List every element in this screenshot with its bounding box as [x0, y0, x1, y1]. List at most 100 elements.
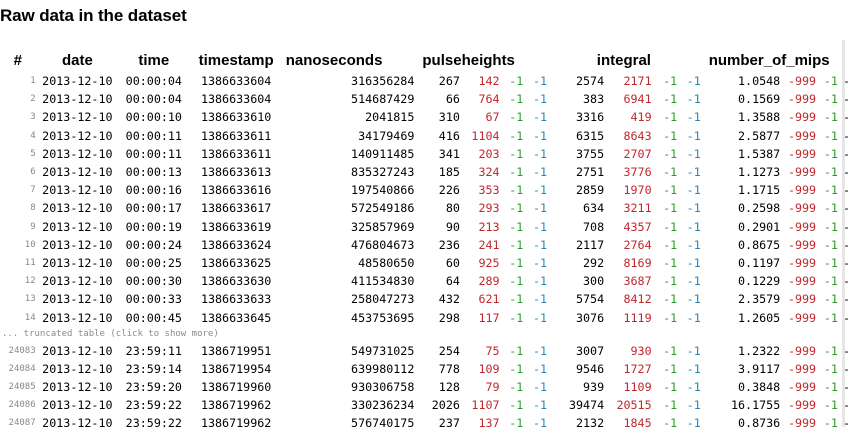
cell-date: 2013-12-10: [42, 183, 113, 198]
cell-timestamp: 1386633604: [200, 92, 272, 107]
cell-mips-4: -: [842, 398, 850, 413]
cell-pulseheight-3: -1: [509, 380, 524, 395]
cell-mips-2: -999: [787, 274, 817, 289]
cell-integral-4: -1: [686, 255, 701, 270]
table-row: 13 2013-12-10 00:00:33 1386633633 258047273 4…: [0, 290, 850, 308]
cell-nanoseconds: 930306758: [351, 380, 415, 395]
cell-date: 2013-12-10: [42, 380, 113, 395]
cell-pulseheight-3: -1: [509, 416, 524, 427]
cell-date: 2013-12-10: [42, 255, 113, 270]
row-index: 14: [24, 312, 36, 323]
cell-mips-1: 0.8675: [738, 237, 781, 252]
cell-mips-2: -999: [787, 237, 817, 252]
row-index: 24084: [8, 363, 36, 374]
cell-pulseheight-1: 267: [438, 74, 460, 89]
cell-mips-4: -: [842, 343, 850, 358]
table-row: 12 2013-12-10 00:00:30 1386633630 411534830 6…: [0, 272, 850, 290]
cell-time: 23:59:20: [125, 380, 182, 395]
cell-time: 00:00:19: [125, 219, 182, 234]
cell-pulseheight-3: -1: [509, 219, 524, 234]
cell-pulseheight-4: -1: [532, 343, 548, 358]
row-index: 11: [24, 257, 36, 268]
cell-pulseheight-3: -1: [509, 310, 524, 325]
cell-mips-2: -999: [787, 128, 817, 143]
cell-pulseheight-1: 128: [438, 380, 460, 395]
cell-pulseheight-3: -1: [509, 92, 524, 107]
cell-mips-2: -999: [787, 165, 817, 180]
truncated-row[interactable]: ... truncated table (click to show more): [0, 327, 850, 342]
row-index: 24083: [8, 345, 36, 356]
page-title: Raw data in the dataset: [0, 6, 187, 25]
cell-pulseheight-2: 142: [478, 74, 500, 89]
table-row: 24084 2013-12-10 23:59:14 1386719954 6399801…: [0, 360, 850, 378]
cell-time: 00:00:13: [125, 165, 182, 180]
row-index: 12: [24, 276, 36, 287]
cell-integral-1: 300: [583, 274, 605, 289]
cell-integral-1: 3755: [575, 146, 605, 161]
cell-mips-1: 16.1755: [730, 398, 781, 413]
cell-mips-4: -: [842, 416, 850, 427]
cell-mips-2: -999: [787, 255, 817, 270]
cell-pulseheight-2: 764: [478, 92, 500, 107]
cell-integral-1: 292: [583, 255, 605, 270]
cell-date: 2013-12-10: [42, 219, 113, 234]
cell-integral-3: -1: [663, 255, 678, 270]
cell-mips-3: -1: [823, 128, 838, 143]
cell-timestamp: 1386633611: [200, 146, 272, 161]
cell-mips-3: -1: [823, 183, 838, 198]
cell-pulseheight-3: -1: [509, 292, 524, 307]
cell-timestamp: 1386719960: [200, 380, 272, 395]
cell-mips-3: -1: [823, 201, 838, 216]
table-row: 9 2013-12-10 00:00:19 1386633619 325857969 90…: [0, 218, 850, 236]
cell-mips-3: -1: [823, 380, 838, 395]
cell-mips-1: 2.5877: [738, 128, 781, 143]
row-index: 7: [30, 185, 36, 196]
cell-pulseheight-3: -1: [509, 255, 524, 270]
cell-integral-3: -1: [663, 128, 678, 143]
cell-pulseheight-2: 109: [478, 361, 500, 376]
cell-integral-2: 3687: [623, 274, 652, 289]
cell-mips-2: -999: [787, 74, 817, 89]
table-row: 2 2013-12-10 00:00:04 1386633604 514687429 66…: [0, 90, 850, 108]
header-index: #: [13, 51, 22, 69]
cell-pulseheight-1: 298: [438, 310, 460, 325]
cell-date: 2013-12-10: [42, 361, 113, 376]
cell-integral-3: -1: [663, 361, 678, 376]
cell-integral-2: 1727: [623, 361, 652, 376]
cell-time: 00:00:30: [125, 274, 182, 289]
cell-nanoseconds: 835327243: [351, 165, 415, 180]
cell-nanoseconds: 514687429: [351, 92, 415, 107]
cell-date: 2013-12-10: [42, 110, 113, 125]
cell-mips-4: -: [842, 255, 850, 270]
cell-pulseheight-2: 293: [478, 201, 500, 216]
cell-mips-2: -999: [787, 361, 817, 376]
cell-nanoseconds: 330236234: [351, 398, 415, 413]
cell-date: 2013-12-10: [42, 274, 113, 289]
cell-mips-2: -999: [787, 398, 817, 413]
vertical-scrollbar[interactable]: [842, 40, 845, 427]
cell-integral-2: 6941: [623, 92, 652, 107]
cell-integral-2: 8412: [623, 292, 652, 307]
row-index: 13: [24, 294, 36, 305]
cell-mips-1: 1.1273: [738, 165, 781, 180]
cell-mips-3: -1: [823, 146, 838, 161]
row-index: 4: [30, 130, 36, 141]
cell-date: 2013-12-10: [42, 92, 113, 107]
table-row: 6 2013-12-10 00:00:13 1386633613 835327243 18…: [0, 163, 850, 181]
cell-mips-3: -1: [823, 361, 838, 376]
cell-mips-2: -999: [787, 92, 817, 107]
cell-integral-3: -1: [663, 416, 678, 427]
cell-pulseheight-4: -1: [532, 128, 548, 143]
cell-date: 2013-12-10: [42, 343, 113, 358]
cell-timestamp: 1386633624: [200, 237, 272, 252]
cell-mips-4: -: [842, 74, 850, 89]
header-integral: integral: [596, 51, 651, 69]
cell-nanoseconds: 325857969: [351, 219, 415, 234]
cell-pulseheight-2: 241: [478, 237, 500, 252]
cell-mips-1: 1.3588: [738, 110, 781, 125]
cell-pulseheight-4: -1: [532, 110, 548, 125]
cell-pulseheight-2: 324: [478, 165, 500, 180]
cell-timestamp: 1386633613: [200, 165, 272, 180]
cell-time: 23:59:22: [125, 416, 182, 427]
truncated-table-link[interactable]: ... truncated table (click to show more): [2, 329, 219, 340]
